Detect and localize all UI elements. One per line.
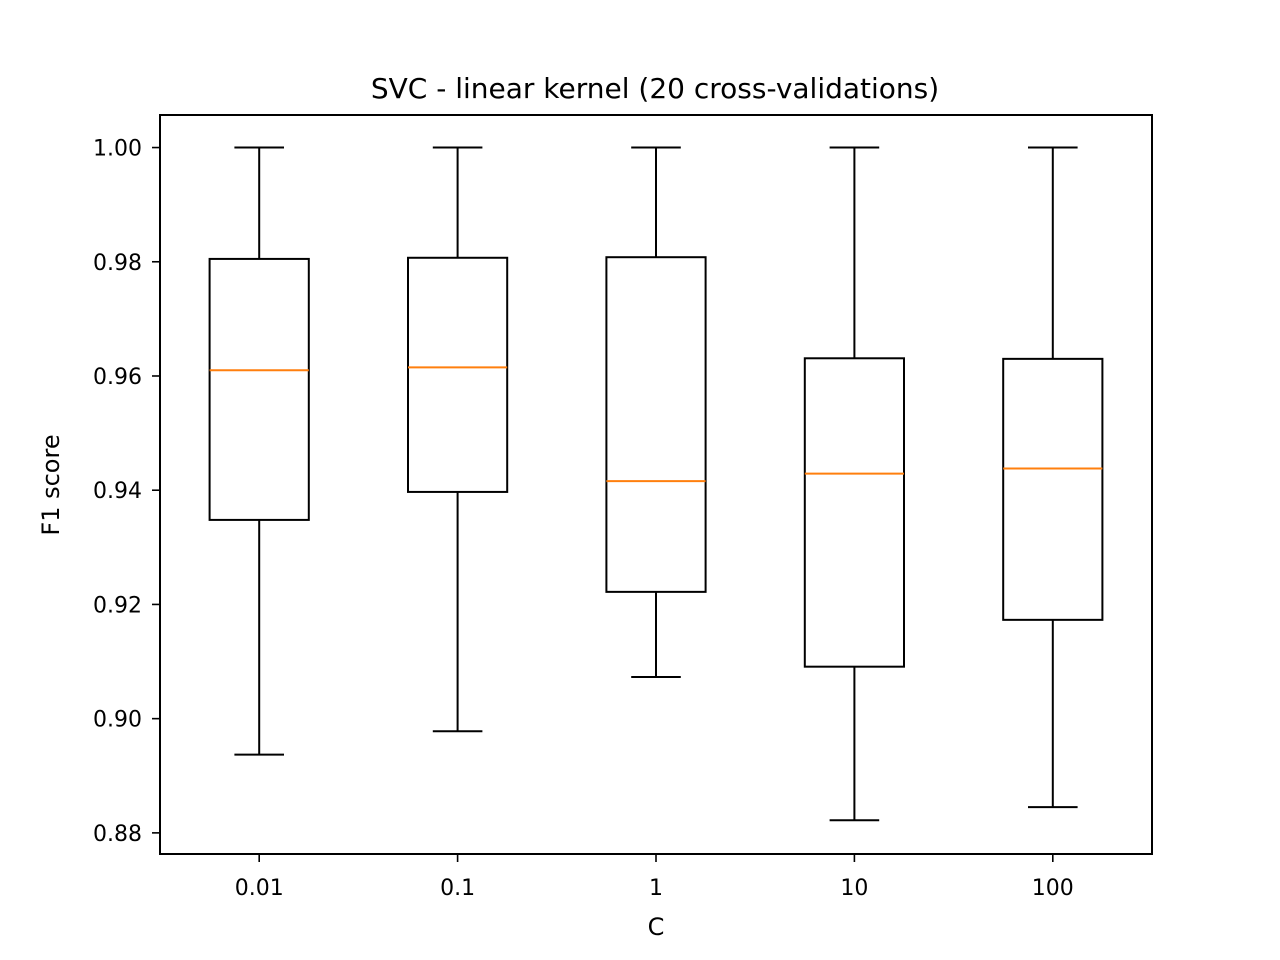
box-1 <box>208 146 310 756</box>
chart-title: SVC - linear kernel (20 cross-validation… <box>371 72 939 105</box>
x-tick-label: 10 <box>840 876 868 901</box>
box-4 <box>803 146 905 822</box>
iqr-box <box>1002 357 1104 621</box>
box-2 <box>407 146 509 733</box>
plot-area <box>208 146 1104 822</box>
x-tick-label: 1 <box>649 876 663 901</box>
iqr-box <box>407 256 509 493</box>
x-axis-label: C <box>648 913 665 941</box>
box-5 <box>1002 146 1104 809</box>
x-tick-label: 0.01 <box>235 876 284 901</box>
x-tick-label: 100 <box>1032 876 1074 901</box>
y-tick-label: 1.00 <box>93 137 142 162</box>
iqr-box <box>803 357 905 668</box>
y-tick-label: 0.96 <box>93 365 142 390</box>
y-axis-ticks: 0.88 0.90 0.92 0.94 0.96 0.98 1.00 <box>93 137 160 847</box>
x-axis-ticks: 0.01 0.1 1 10 100 <box>235 854 1074 901</box>
y-tick-label: 0.98 <box>93 251 142 276</box>
x-tick-label: 0.1 <box>440 876 475 901</box>
box-3 <box>605 146 707 678</box>
iqr-box <box>208 257 310 521</box>
y-tick-label: 0.90 <box>93 708 142 733</box>
iqr-box <box>605 256 707 593</box>
y-tick-label: 0.88 <box>93 822 142 847</box>
y-tick-label: 0.92 <box>93 593 142 618</box>
y-tick-label: 0.94 <box>93 479 142 504</box>
y-axis-label: F1 score <box>37 434 65 535</box>
